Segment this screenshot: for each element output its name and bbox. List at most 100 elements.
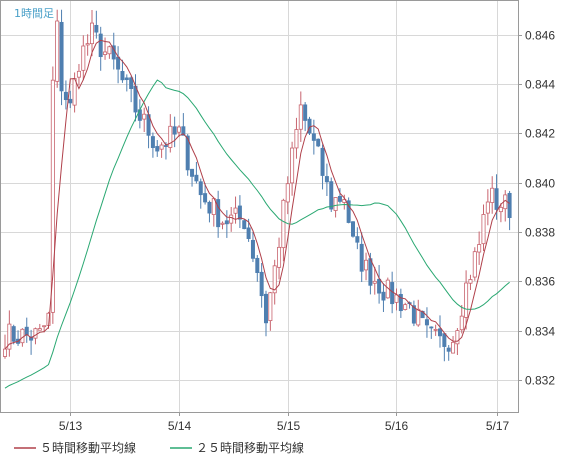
- candle-body: [381, 291, 386, 301]
- candle-body: [190, 168, 195, 177]
- candle-body: [442, 333, 447, 347]
- candle-body: [172, 126, 177, 135]
- candle-body: [311, 133, 316, 141]
- candle-body: [242, 220, 247, 230]
- candle-body: [63, 91, 68, 101]
- candle-body: [346, 200, 351, 223]
- y-tick-label: 0.834: [525, 325, 555, 339]
- candle-body: [320, 147, 325, 176]
- candle-body: [216, 199, 221, 228]
- candle-body: [494, 188, 499, 210]
- candle-body: [3, 348, 8, 357]
- candle-body: [20, 328, 25, 344]
- candle-body: [155, 146, 160, 152]
- candle-body: [176, 126, 181, 133]
- candle-body: [272, 265, 277, 294]
- candle-body: [472, 251, 477, 278]
- candle-body: [259, 271, 264, 297]
- candle-body: [403, 304, 408, 310]
- candle-body: [103, 51, 108, 55]
- candle-body: [316, 138, 321, 147]
- candle-body: [263, 293, 268, 324]
- x-tick-label: 5/17: [486, 419, 510, 433]
- candle-body: [98, 33, 103, 58]
- y-tick-label: 0.846: [525, 29, 555, 43]
- x-tick-label: 5/16: [385, 419, 409, 433]
- candle-body: [29, 336, 34, 341]
- candle-body: [255, 257, 260, 273]
- candle-body: [446, 347, 451, 352]
- candle-body: [42, 325, 47, 328]
- candle-body: [120, 71, 125, 81]
- x-tick-label: 5/15: [277, 419, 301, 433]
- x-tick-label: 5/13: [59, 419, 83, 433]
- candle-body: [237, 205, 242, 220]
- candle-body: [485, 201, 490, 214]
- candle-body: [11, 326, 16, 342]
- candle-body: [68, 98, 73, 104]
- y-tick-label: 0.832: [525, 374, 555, 388]
- candle-body: [429, 326, 434, 329]
- candle-body: [229, 214, 234, 224]
- candle-body: [133, 85, 138, 113]
- candle-body: [72, 78, 77, 106]
- candle-body: [333, 197, 338, 211]
- candle-body: [194, 174, 199, 182]
- legend[interactable]: ５時間移動平均線 ２５時間移動平均線: [14, 440, 304, 455]
- candle-body: [250, 239, 255, 259]
- candle-body: [142, 113, 147, 120]
- candle-body: [303, 104, 308, 121]
- y-tick-label: 0.842: [525, 127, 555, 141]
- candle-body: [424, 319, 429, 326]
- candle-body: [294, 129, 299, 149]
- candle-body: [329, 181, 334, 210]
- y-tick-label: 0.836: [525, 275, 555, 289]
- candle-body: [85, 43, 90, 46]
- candle-body: [76, 70, 81, 78]
- legend-label: ２５時間移動平均線: [196, 440, 304, 455]
- candle-body: [37, 328, 42, 331]
- candle-body: [116, 56, 121, 70]
- candle-body: [498, 206, 503, 213]
- candle-body: [150, 136, 155, 148]
- candle-body: [220, 222, 225, 225]
- candle-body: [481, 214, 486, 245]
- candle-body: [477, 244, 482, 253]
- candle-body: [394, 294, 399, 303]
- candle-body: [490, 187, 495, 203]
- y-tick-label: 0.838: [525, 226, 555, 240]
- candle-body: [507, 192, 512, 218]
- moving-averages: [4, 39, 510, 389]
- candle-body: [203, 193, 208, 203]
- candle-body: [24, 326, 29, 336]
- candle-body: [464, 282, 469, 318]
- candle-body: [163, 145, 168, 147]
- candle-body: [50, 79, 55, 313]
- y-tick-label: 0.840: [525, 177, 555, 191]
- candles: [3, 9, 512, 362]
- candle-body: [181, 126, 186, 136]
- candle-body: [198, 181, 203, 196]
- candle-body: [168, 125, 173, 148]
- legend-item[interactable]: ５時間移動平均線: [14, 440, 136, 455]
- candle-body: [459, 315, 464, 331]
- candle-body: [281, 199, 286, 249]
- legend-item[interactable]: ２５時間移動平均線: [170, 440, 304, 455]
- candle-body: [298, 104, 303, 130]
- chart-title: 1時間足: [14, 7, 54, 20]
- candle-body: [185, 135, 190, 171]
- candle-body: [437, 328, 442, 337]
- candle-body: [377, 278, 382, 294]
- ma25-line: [4, 79, 510, 389]
- candle-body: [90, 22, 95, 45]
- candle-body: [411, 305, 416, 324]
- candle-body: [451, 341, 456, 354]
- candle-body: [372, 280, 377, 284]
- candle-body: [390, 282, 395, 305]
- candle-body: [268, 292, 273, 321]
- candle-body: [81, 45, 86, 71]
- candle-body: [224, 220, 229, 225]
- candle-body: [368, 258, 373, 286]
- legend-label: ５時間移動平均線: [40, 440, 136, 455]
- ma5-line: [4, 39, 510, 350]
